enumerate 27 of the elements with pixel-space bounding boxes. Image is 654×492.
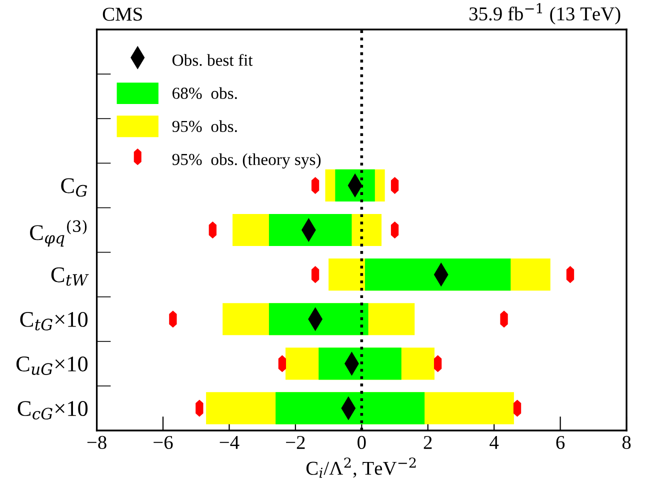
y-tick-label: C$_{uG}$×10: [16, 356, 88, 375]
x-tick-label: 8: [622, 436, 631, 450]
x-tick-label: −4: [220, 436, 240, 449]
bar: [268, 303, 368, 336]
bar: [276, 392, 425, 424]
bar: [318, 348, 402, 380]
x-tick-label: −2: [286, 436, 305, 449]
x-tick-label: −8: [87, 436, 106, 450]
x-axis-title: C$_{i}$/Λ$^{2}$, TeV$^{−2}$: [306, 458, 416, 478]
x-tick-label: 2: [424, 436, 432, 449]
x-tick-label: 4: [490, 436, 499, 449]
legend-label: 68% obs.: [172, 87, 237, 100]
text: CMS: [102, 8, 142, 21]
bar: [268, 214, 352, 246]
y-tick-label: C$_{cG}$×10: [18, 401, 88, 420]
y-tick-label: C$_{tG}$×10: [20, 312, 88, 330]
bar: [364, 258, 511, 291]
y-tick-label: C$_{φq}$$^{(3)}$: [30, 220, 87, 247]
text: 35.9 fb$^{−1}$ (13 TeV): [470, 3, 620, 24]
x-tick-label: 0: [358, 436, 366, 450]
legend-label: 95% obs.: [172, 120, 237, 132]
x-tick-label: 6: [556, 436, 565, 450]
y-tick-label: C$_{tW}$: [51, 267, 89, 286]
x-tick-label: −6: [154, 436, 173, 450]
y-tick-label: C$_{G}$: [61, 178, 88, 197]
legend-label: 95% obs. (theory sys): [172, 153, 321, 169]
legend-label: Obs. best fit: [172, 54, 253, 66]
